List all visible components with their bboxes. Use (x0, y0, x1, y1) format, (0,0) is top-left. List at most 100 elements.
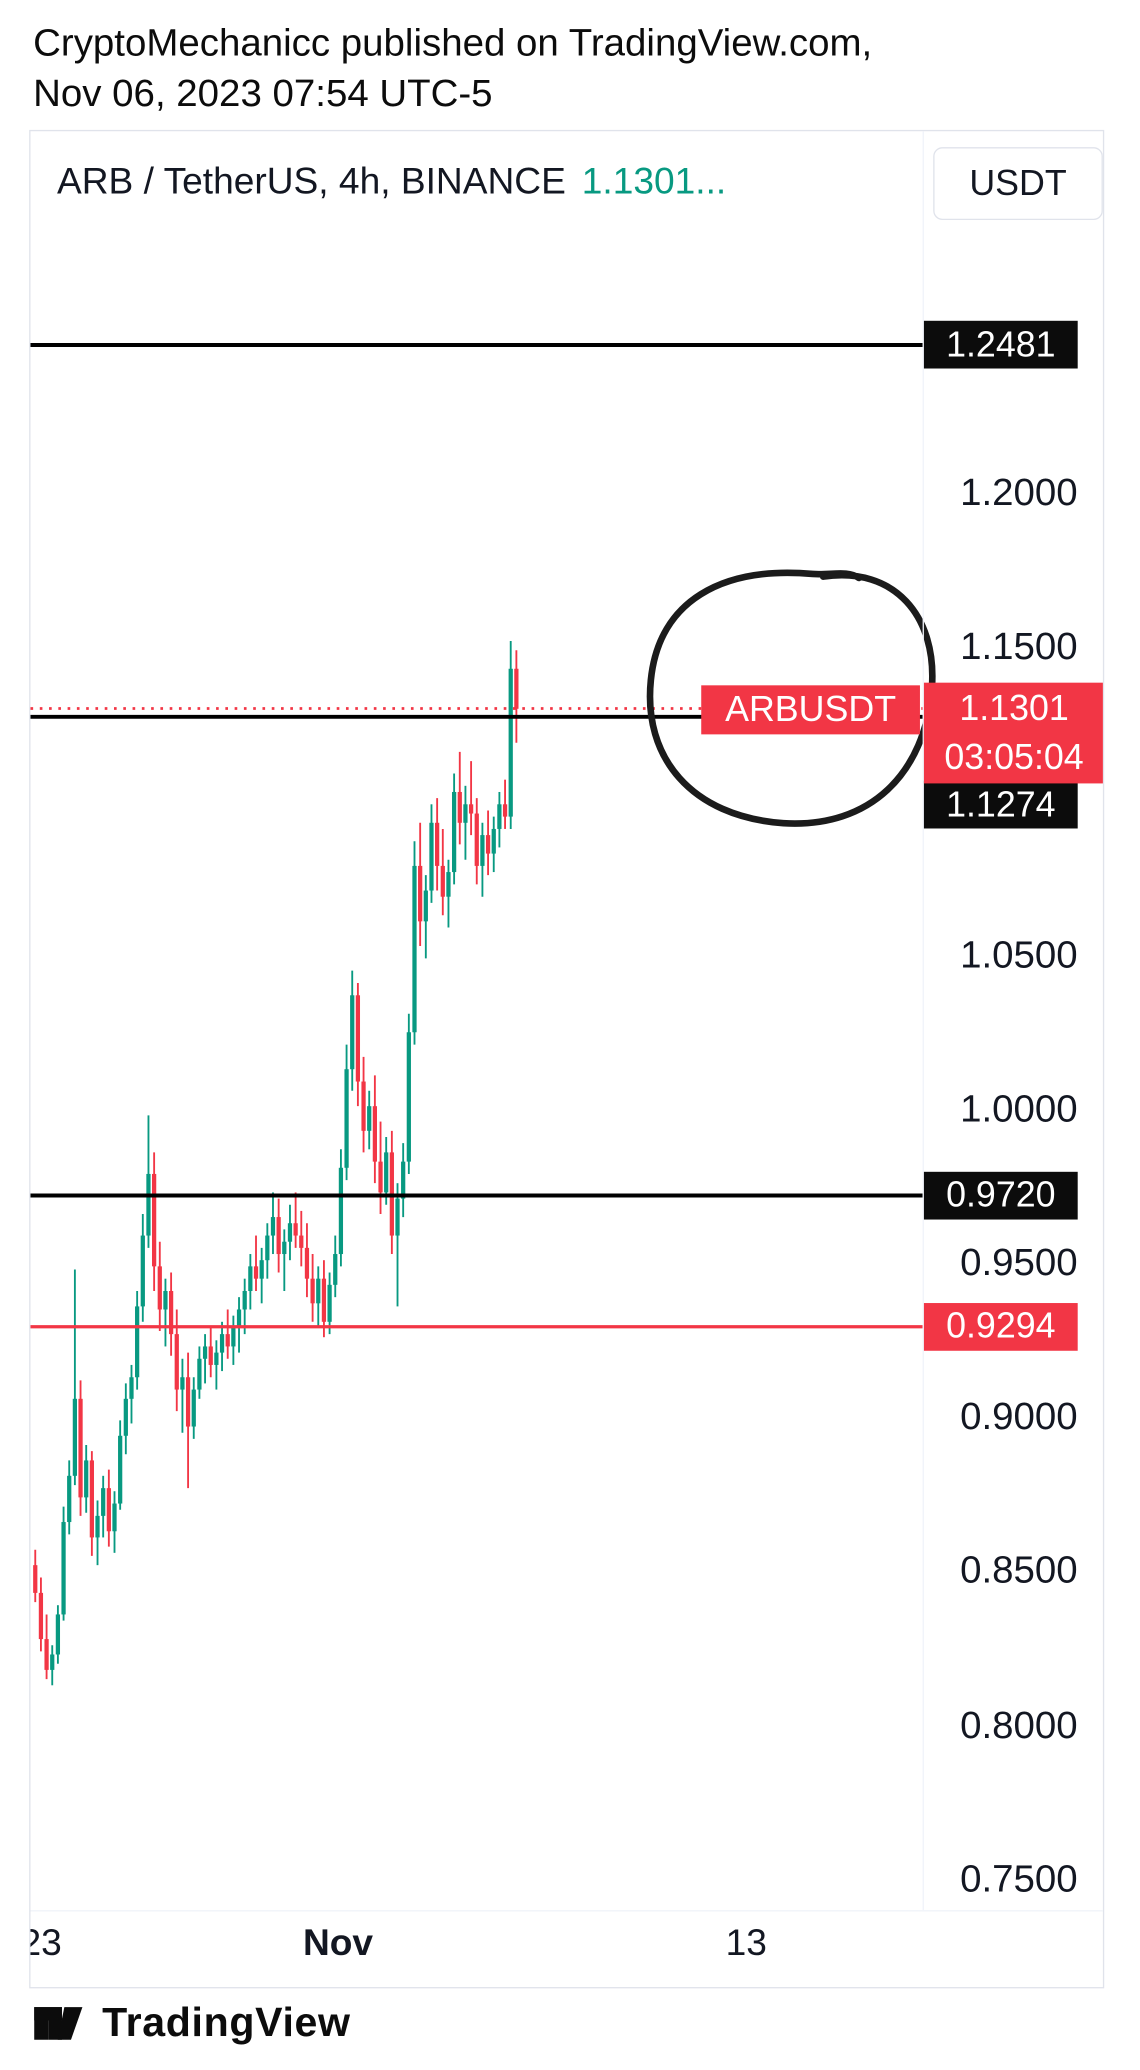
price-level-badge: 0.9294 (923, 1302, 1078, 1351)
candle-body (202, 1346, 208, 1359)
candle-body (440, 865, 445, 897)
footer: TradingView (32, 1996, 351, 2049)
candle-body (355, 995, 361, 1082)
candle-body (185, 1377, 191, 1427)
time-axis[interactable]: 23 Nov 13 (30, 1910, 1103, 1987)
symbol-title[interactable]: ARB / TetherUS, 4h, BINANCE (56, 160, 566, 202)
candle-body (344, 1069, 349, 1168)
price-scale-label: 1.1500 (960, 625, 1078, 669)
price-scale-label: 0.8500 (960, 1550, 1078, 1593)
candle-body (174, 1334, 179, 1390)
attribution-line1: CryptoMechanicc published on TradingView… (33, 22, 873, 65)
candle-body (480, 835, 485, 866)
candle-body (378, 1161, 383, 1193)
candle-body (67, 1475, 72, 1523)
hand-drawn-circle-annotation[interactable] (646, 569, 936, 827)
candle-body (180, 1377, 185, 1390)
candle-body (197, 1358, 202, 1390)
candle-body (451, 791, 457, 873)
candle-body (253, 1266, 259, 1279)
chart-legend: ARB / TetherUS, 4h, BINANCE 1.1301... (57, 160, 726, 202)
attribution: CryptoMechanicc published on TradingView… (33, 19, 872, 120)
candle-body (321, 1278, 327, 1322)
candle-body (146, 1173, 151, 1236)
candle-body (140, 1235, 145, 1307)
candle-body (152, 1173, 157, 1267)
candle-body (214, 1352, 219, 1365)
candle-body (248, 1266, 253, 1292)
candle-body (129, 1377, 134, 1399)
candle-body (231, 1327, 236, 1347)
candle-body (38, 1592, 44, 1640)
tradingview-brand[interactable]: TradingView (102, 1998, 351, 2046)
candle-body (304, 1247, 310, 1279)
candle-body (310, 1278, 315, 1304)
time-axis-label: Nov (302, 1922, 374, 1964)
price-scale-label: 1.0000 (960, 1088, 1078, 1131)
candle-body (446, 872, 451, 897)
price-level-badge: 1.2481 (923, 321, 1078, 369)
candle-body (78, 1398, 83, 1498)
price-scale-label: 1.2000 (960, 471, 1078, 515)
candle-body (299, 1235, 304, 1248)
attribution-line2: Nov 06, 2023 07:54 UTC-5 (33, 72, 493, 116)
candle-body (44, 1639, 49, 1670)
candle-body (112, 1503, 117, 1532)
candle-body (327, 1284, 332, 1322)
price-scale[interactable]: 1.2000 1.1500 1.0500 1.0000 0.9500 0.9000 0.85… (922, 131, 1103, 1911)
candle-body (157, 1266, 162, 1310)
time-axis-label: 13 (725, 1922, 767, 1964)
candle-body (89, 1460, 94, 1538)
candle-body (270, 1217, 276, 1236)
candle-body (491, 828, 496, 854)
candle-body (372, 1106, 377, 1162)
candle-body (367, 1106, 372, 1131)
candle-body (72, 1398, 78, 1476)
currency-toggle-button[interactable]: USDT (933, 147, 1103, 221)
current-price-value: 1.1301 (959, 688, 1069, 729)
candle-body (61, 1522, 66, 1615)
candle-body (95, 1515, 100, 1538)
candle-body (468, 804, 474, 814)
candle-body (287, 1223, 293, 1242)
candle-body (502, 804, 508, 817)
candle-body (361, 1081, 366, 1131)
candle-body (350, 995, 355, 1070)
candle-body (406, 1032, 411, 1162)
candle-body (338, 1167, 344, 1255)
candle-body (457, 791, 462, 823)
candle-body (265, 1235, 270, 1261)
price-scale-label: 0.7500 (960, 1858, 1078, 1901)
candle-body (485, 835, 491, 854)
candle-body (412, 865, 417, 1033)
candle-body (135, 1306, 140, 1378)
candle-body (333, 1254, 338, 1285)
price-scale-label: 1.0500 (960, 934, 1078, 977)
price-scale-label: 0.9000 (960, 1396, 1078, 1439)
candle-body (219, 1334, 225, 1353)
tradingview-logo-icon[interactable] (32, 1996, 85, 2049)
price-level-badge: 0.9720 (923, 1171, 1078, 1220)
candle-body (168, 1291, 174, 1335)
price-line-symbol-label: ARBUSDT (701, 685, 920, 735)
candle-body (208, 1346, 213, 1365)
price-level-badge: 1.1274 (923, 781, 1078, 830)
candle-body (276, 1217, 281, 1255)
candle-body (474, 813, 479, 866)
candle-body (293, 1223, 298, 1236)
price-scale-label: 0.8000 (960, 1704, 1078, 1747)
candle-body (191, 1389, 196, 1427)
candle-body (84, 1460, 89, 1498)
candle-body (163, 1291, 168, 1310)
candle-body (50, 1654, 55, 1670)
time-axis-label: 23 (30, 1922, 62, 1964)
candle-body (33, 1565, 38, 1593)
candle-body (259, 1260, 264, 1279)
candle-body (106, 1488, 111, 1532)
candle-body (497, 804, 502, 829)
candle-body (384, 1152, 389, 1193)
candle-body (514, 668, 519, 709)
candle-body (508, 668, 513, 817)
price-scale-label: 0.9500 (960, 1242, 1078, 1285)
